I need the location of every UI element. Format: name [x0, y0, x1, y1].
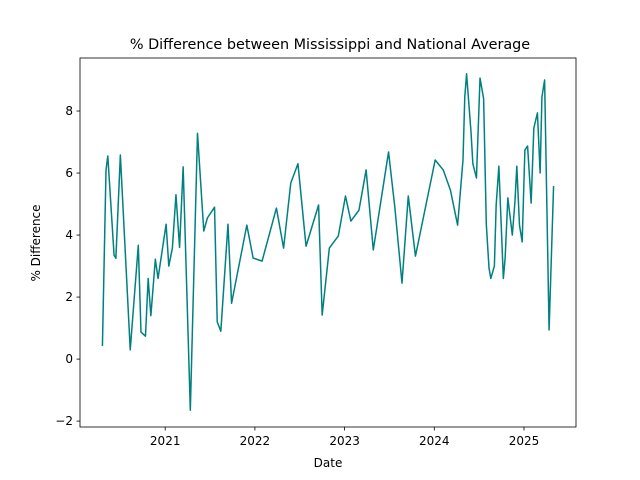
y-tick-label: 8 — [65, 104, 73, 118]
chart-title: % Difference between Mississippi and Nat… — [130, 37, 530, 53]
y-tick-label: 2 — [65, 290, 73, 304]
y-tick-label: −2 — [55, 414, 73, 428]
data-line — [101, 73, 555, 412]
y-tick-label: 4 — [65, 228, 73, 242]
x-tick-label: 2022 — [240, 434, 271, 448]
x-tick-label: 2025 — [509, 434, 540, 448]
y-tick-label: 0 — [65, 352, 73, 366]
y-tick-label: 6 — [65, 166, 73, 180]
plot-frame — [79, 57, 577, 428]
x-tick-label: 2021 — [150, 434, 181, 448]
x-axis-label: Date — [314, 456, 343, 470]
y-axis-label: % Difference — [29, 204, 43, 281]
x-tick-label: 2024 — [419, 434, 450, 448]
x-tick-label: 2023 — [329, 434, 360, 448]
